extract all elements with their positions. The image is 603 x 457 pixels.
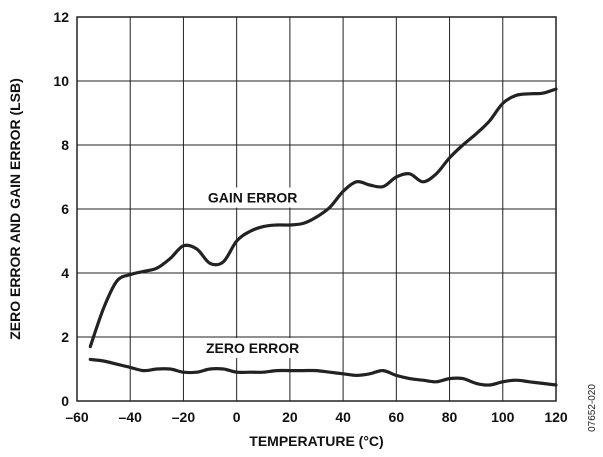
grid-lines xyxy=(76,16,557,402)
y-tick-label: 8 xyxy=(61,137,69,153)
x-tick-label: 100 xyxy=(491,409,515,425)
y-tick-label: 10 xyxy=(53,73,69,89)
annotations: GAIN ERROR ZERO ERROR xyxy=(199,187,306,358)
x-tick-label: –20 xyxy=(172,409,196,425)
x-tick-label: 80 xyxy=(442,409,458,425)
x-tick-label: –60 xyxy=(65,409,89,425)
figure-id: 07652-020 xyxy=(587,384,598,432)
gain-error-label: GAIN ERROR xyxy=(208,190,297,206)
gain-error-line xyxy=(88,87,558,349)
x-tick-label: 0 xyxy=(233,409,241,425)
x-tick-label: –40 xyxy=(119,409,143,425)
series-lines xyxy=(88,87,558,387)
y-tick-label: 6 xyxy=(61,201,69,217)
y-tick-label: 2 xyxy=(61,329,69,345)
plot-frame xyxy=(76,16,557,402)
zero-error-line xyxy=(88,357,558,387)
y-axis-title: ZERO ERROR AND GAIN ERROR (LSB) xyxy=(7,78,23,340)
x-tick-label: 40 xyxy=(335,409,351,425)
x-tick-label: 120 xyxy=(544,409,568,425)
gain-error-label-bg xyxy=(201,187,304,208)
tick-labels: –60 –40 –20 0 20 40 60 80 100 120 0 2 4 6 8 10 12 xyxy=(53,9,567,425)
y-tick-label: 0 xyxy=(61,393,69,409)
x-axis-title: TEMPERATURE (°C) xyxy=(249,433,383,449)
y-tick-label: 12 xyxy=(53,9,69,25)
x-tick-label: 60 xyxy=(389,409,405,425)
x-tick-label: 20 xyxy=(282,409,298,425)
y-tick-label: 4 xyxy=(61,265,69,281)
zero-error-label-bg xyxy=(199,338,306,358)
zero-error-label: ZERO ERROR xyxy=(206,340,299,356)
